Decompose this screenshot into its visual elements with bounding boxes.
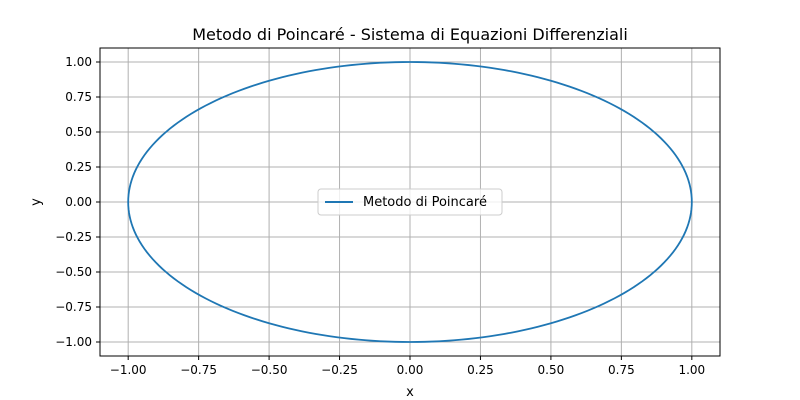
y-tick-label: −0.25 [55, 230, 92, 244]
x-tick-label: 0.75 [608, 363, 635, 377]
legend: Metodo di Poincaré [317, 188, 503, 216]
y-tick-label: −1.00 [55, 335, 92, 349]
legend-label-metodo-di-poincare: Metodo di Poincaré [363, 195, 487, 210]
y-axis-label: y [29, 198, 44, 206]
x-tick-label: −0.75 [180, 363, 217, 377]
x-tick-label: 1.00 [678, 363, 705, 377]
chart-title: Metodo di Poincaré - Sistema di Equazion… [192, 25, 628, 44]
series-line-metodo-di-poincare [127, 61, 693, 343]
y-tick-label: 1.00 [65, 55, 92, 69]
legend-box [317, 188, 503, 216]
y-tick-label: 0.50 [65, 125, 92, 139]
x-tick-label: 0.50 [538, 363, 565, 377]
x-tick-label: 0.25 [467, 363, 494, 377]
y-tick-label: 0.00 [65, 195, 92, 209]
x-tick-label: −0.25 [321, 363, 358, 377]
y-axis: −1.00 −0.75 −0.50 −0.25 0.00 0.25 0.50 0.75 1.00 [55, 55, 100, 349]
y-tick-label: −0.75 [55, 300, 92, 314]
x-tick-label: −0.50 [251, 363, 288, 377]
x-tick-label: 0.00 [397, 363, 424, 377]
x-axis-label: x [406, 385, 414, 400]
y-tick-label: −0.50 [55, 265, 92, 279]
x-axis: −1.00 −0.75 −0.50 −0.25 0.00 0.25 0.50 0.75 1.00 [110, 356, 705, 377]
y-tick-label: 0.75 [65, 90, 92, 104]
y-tick-label: 0.25 [65, 160, 92, 174]
x-tick-label: −1.00 [110, 363, 147, 377]
series-layer [127, 61, 693, 343]
